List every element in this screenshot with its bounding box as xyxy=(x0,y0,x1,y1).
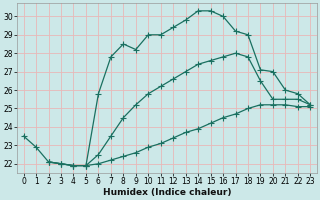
X-axis label: Humidex (Indice chaleur): Humidex (Indice chaleur) xyxy=(103,188,231,197)
